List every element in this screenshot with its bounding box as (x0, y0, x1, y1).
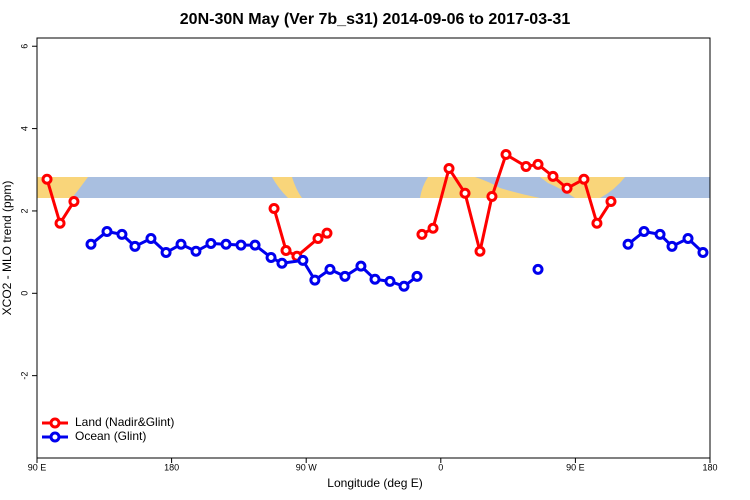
y-axis-label: XCO2 - MLO trend (ppm) (0, 181, 14, 316)
point (276, 257, 288, 269)
point (309, 274, 321, 286)
point (101, 226, 113, 238)
x-tick-label: 90 E (566, 462, 585, 472)
x-axis-label: Longitude (deg E) (327, 476, 422, 490)
point (532, 158, 544, 170)
x-tick-label: 180 (164, 462, 179, 472)
point (129, 240, 141, 252)
point (312, 233, 324, 245)
point (235, 239, 247, 251)
point (116, 228, 128, 240)
point (68, 195, 80, 207)
point (591, 217, 603, 229)
point (297, 254, 309, 266)
legend-label: Land (Nadir&Glint) (75, 415, 174, 429)
y-tick-label: 4 (19, 126, 29, 131)
y-tick-label: 0 (19, 291, 29, 296)
point (190, 245, 202, 257)
point (205, 237, 217, 249)
point (85, 238, 97, 250)
point (145, 233, 157, 245)
point (280, 244, 292, 256)
point (369, 273, 381, 285)
x-tick-label: 90 E (28, 462, 47, 472)
y-tick-label: 2 (19, 208, 29, 213)
point (532, 263, 544, 275)
point (682, 233, 694, 245)
point (416, 228, 428, 240)
point (547, 170, 559, 182)
legend-marker (49, 417, 61, 429)
point (321, 227, 333, 239)
x-tick-label: 0 (438, 462, 443, 472)
point (398, 280, 410, 292)
point (324, 263, 336, 275)
point (561, 182, 573, 194)
legend-label: Ocean (Glint) (75, 429, 146, 443)
x-tick-label: 90 W (296, 462, 318, 472)
point (443, 163, 455, 175)
point (427, 222, 439, 234)
point (249, 239, 261, 251)
point (578, 173, 590, 185)
chart-title: 20N-30N May (Ver 7b_s31) 2014-09-06 to 2… (180, 11, 571, 28)
plot-frame (36, 37, 711, 459)
point (666, 240, 678, 252)
map-strip (37, 177, 710, 198)
y-tick-label: -2 (19, 372, 29, 380)
legend-marker (49, 431, 61, 443)
point (697, 247, 709, 259)
point (459, 187, 471, 199)
point (638, 226, 650, 238)
point (355, 260, 367, 272)
point (384, 275, 396, 287)
point (605, 195, 617, 207)
point (268, 202, 280, 214)
point (54, 217, 66, 229)
point (41, 173, 53, 185)
point (265, 251, 277, 263)
point (654, 228, 666, 240)
point (520, 160, 532, 172)
point (160, 247, 172, 259)
point (500, 149, 512, 161)
y-tick-label: 6 (19, 44, 29, 49)
point (622, 238, 634, 250)
point (339, 270, 351, 282)
x-tick-label: 180 (702, 462, 717, 472)
point (486, 191, 498, 203)
point (474, 245, 486, 257)
point (411, 270, 423, 282)
point (175, 238, 187, 250)
point (220, 238, 232, 250)
